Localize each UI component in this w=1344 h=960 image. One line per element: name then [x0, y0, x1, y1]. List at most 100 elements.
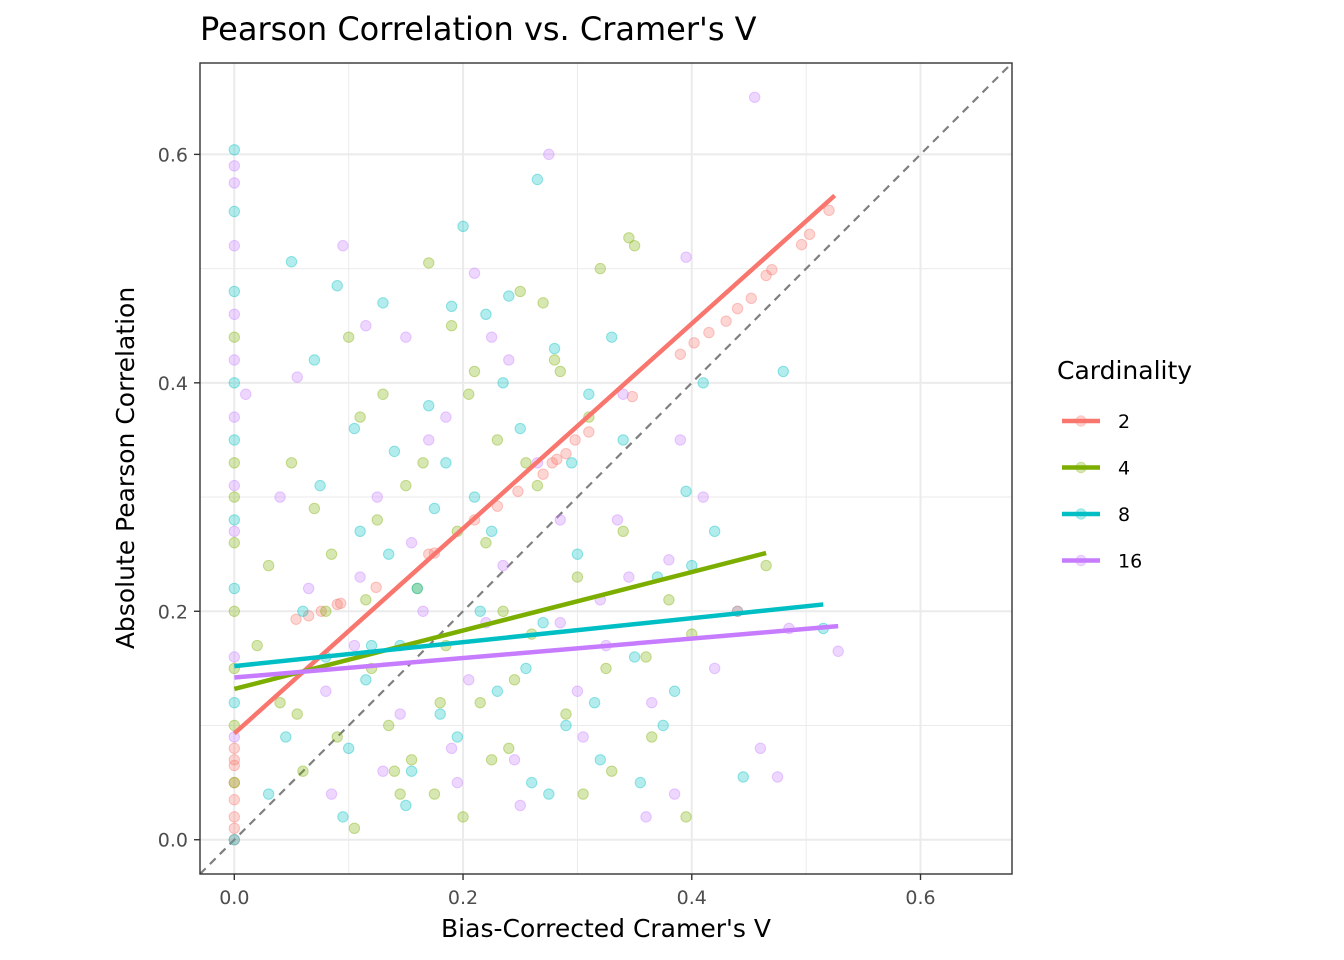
data-point-card-8 [560, 719, 572, 732]
data-point-card-4 [640, 651, 652, 663]
fit-line-card-8 [234, 602, 824, 669]
data-point-card-8 [491, 685, 504, 697]
data-point-card-2 [583, 426, 595, 438]
data-point-card-4 [531, 479, 544, 492]
y-tick-label: 0.4 [158, 373, 188, 395]
data-point-card-8 [565, 457, 578, 469]
data-point-card-8 [440, 457, 452, 469]
data-point-card-8 [228, 144, 241, 156]
data-point-card-8 [485, 525, 498, 538]
data-point-card-2 [626, 390, 639, 403]
data-point-card-4 [291, 708, 303, 720]
data-point-card-16 [748, 91, 761, 103]
data-point-card-2 [228, 742, 241, 755]
data-point-card-16 [577, 731, 589, 743]
data-point-card-16 [228, 411, 241, 423]
legend-key-point-16 [1075, 554, 1087, 567]
y-axis-title: Absolute Pearson Correlation [111, 287, 140, 649]
data-point-card-8 [297, 605, 309, 617]
data-point-card-4 [600, 662, 612, 675]
data-point-card-2 [688, 337, 700, 349]
data-point-card-8 [628, 651, 641, 663]
x-tick-label: 0.2 [448, 887, 478, 909]
data-point-card-2 [512, 485, 524, 498]
data-point-card-4 [663, 594, 675, 606]
data-point-card-2 [803, 228, 816, 241]
data-point-card-8 [383, 548, 395, 560]
data-point-card-8 [434, 708, 446, 720]
data-point-card-16 [228, 160, 241, 172]
data-point-card-2 [334, 597, 347, 609]
data-point-card-8 [537, 617, 549, 629]
data-point-card-8 [606, 331, 618, 343]
data-point-card-16 [417, 605, 429, 617]
data-point-card-16 [240, 388, 252, 400]
legend: Cardinality 2 4 8 16 [1057, 356, 1192, 573]
data-point-card-4 [228, 776, 241, 789]
data-point-card-2 [315, 605, 327, 617]
data-point-card-2 [551, 453, 563, 466]
data-point-card-4 [514, 285, 526, 298]
data-point-card-16 [640, 811, 652, 823]
data-point-card-8 [337, 811, 349, 823]
data-point-card-16 [497, 559, 509, 572]
data-point-card-8 [388, 445, 401, 458]
data-point-card-8 [531, 173, 544, 186]
data-point-card-8 [680, 485, 692, 498]
data-point-card-8 [445, 300, 458, 312]
y-axis-ticks: 0.0 0.2 0.4 0.6 [158, 144, 200, 852]
data-point-card-2 [823, 204, 835, 217]
data-point-card-8 [657, 719, 669, 732]
data-point-card-8 [777, 365, 789, 378]
data-point-card-4 [520, 457, 532, 469]
data-point-card-4 [571, 571, 584, 583]
data-point-card-8 [617, 434, 629, 446]
data-point-card-16 [697, 491, 709, 503]
data-point-card-8 [503, 290, 515, 302]
data-point-card-4 [474, 696, 486, 709]
data-point-card-4 [606, 765, 618, 777]
data-point-card-16 [771, 771, 784, 783]
data-point-card-4 [308, 502, 321, 515]
data-point-card-8 [588, 696, 601, 709]
data-point-card-8 [594, 754, 606, 766]
data-point-card-4 [354, 411, 366, 423]
data-point-card-4 [262, 559, 275, 572]
data-point-card-16 [623, 571, 635, 583]
data-point-card-8 [331, 280, 343, 292]
data-point-card-2 [228, 794, 241, 806]
chart-title: Pearson Correlation vs. Cramer's V [200, 10, 757, 48]
data-point-card-2 [674, 348, 687, 360]
data-point-card-16 [554, 514, 566, 526]
data-point-card-8 [348, 422, 361, 435]
data-point-card-16 [708, 662, 721, 675]
data-point-card-2 [228, 776, 241, 789]
data-point-card-16 [400, 331, 412, 343]
y-tick-label: 0.2 [158, 601, 188, 623]
data-point-card-16 [228, 651, 241, 663]
data-point-card-8 [520, 662, 532, 675]
data-point-card-8 [708, 525, 721, 538]
data-point-card-4 [285, 457, 298, 469]
data-point-card-4 [434, 696, 446, 709]
data-point-card-4 [623, 232, 635, 244]
data-point-card-2 [331, 598, 343, 611]
data-point-card-4 [274, 696, 286, 709]
data-point-card-4 [251, 639, 263, 652]
data-point-card-4 [228, 331, 241, 343]
legend-key-point-8 [1075, 508, 1087, 520]
data-point-card-4 [428, 788, 441, 800]
data-point-card-4 [497, 605, 509, 617]
data-point-card-8 [377, 297, 389, 309]
data-point-card-16 [337, 240, 349, 252]
legend-key-point-2 [1075, 415, 1087, 427]
data-point-card-16 [377, 765, 389, 777]
data-point-card-2 [537, 468, 549, 480]
data-point-card-4 [480, 537, 492, 549]
data-point-card-8 [314, 479, 326, 492]
data-point-card-4 [457, 811, 469, 823]
data-point-card-4 [388, 765, 401, 777]
data-point-card-4 [503, 742, 515, 755]
data-point-card-16 [320, 685, 332, 697]
